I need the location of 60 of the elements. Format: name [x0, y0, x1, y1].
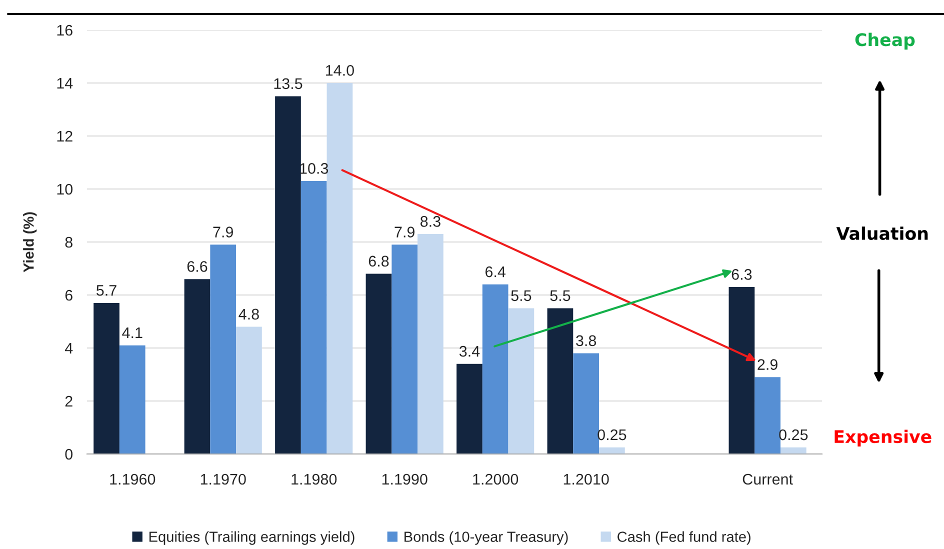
data-label: 13.5: [274, 78, 302, 90]
x-tick-label: 1.1960: [110, 474, 156, 485]
data-label: 5.7: [96, 285, 116, 296]
y-tick-label: 6: [65, 290, 72, 301]
text: Expensive: [834, 430, 932, 447]
x-tick-label: 1.2000: [473, 474, 518, 485]
legend-label: Bonds (10-year Treasury): [404, 531, 568, 545]
text: Cheap: [855, 32, 915, 50]
data-label: 5.5: [511, 290, 532, 302]
x-tick-label: 1.1980: [292, 474, 337, 485]
bar: [728, 287, 755, 454]
data-label: 7.9: [394, 226, 414, 238]
bar: [300, 181, 327, 454]
data-label: 6.4: [485, 266, 506, 278]
x-tick-label: Current: [742, 474, 793, 485]
bar: [418, 234, 444, 454]
bar: [119, 345, 146, 454]
data-label: 8.3: [420, 216, 440, 227]
bar: [184, 279, 210, 454]
legend-label: Equities (Trailing earnings yield): [149, 531, 354, 545]
bar: [366, 274, 392, 454]
data-label: 4.8: [238, 308, 259, 320]
data-label: 7.9: [213, 226, 234, 238]
bar: [210, 244, 236, 454]
data-label: 3.8: [576, 335, 596, 346]
y-tick-label: 16: [57, 24, 72, 36]
bar: [573, 353, 600, 454]
y-tick-label: 10: [57, 184, 73, 195]
x-tick-label: 1.1970: [200, 474, 246, 485]
y-tick-label: 14: [57, 78, 73, 89]
data-label: 14.0: [326, 64, 354, 76]
y-tick-label: 4: [64, 343, 73, 354]
bar: [392, 244, 418, 454]
bar: [508, 308, 534, 454]
data-label: 6.6: [187, 261, 208, 272]
y-tick-label: 2: [65, 396, 72, 407]
bar: [482, 284, 508, 454]
bar: [456, 364, 482, 454]
bar: [94, 302, 120, 454]
x-tick-label: 1.2010: [564, 474, 609, 485]
y-tick-label: 0: [65, 448, 73, 460]
legend-label: Cash (Fed fund rate): [618, 531, 750, 545]
data-label: 3.4: [459, 346, 480, 357]
bar: [599, 447, 625, 454]
bar: [275, 96, 301, 454]
bar: [236, 326, 262, 454]
y-tick-label: 12: [57, 130, 72, 142]
x-tick-label: 1.1990: [382, 474, 428, 485]
data-label: 5.5: [550, 290, 570, 302]
y-tick-label: 8: [65, 236, 72, 248]
text: Valuation: [836, 226, 928, 240]
bar: [780, 447, 806, 454]
data-label: 4.1: [122, 328, 142, 338]
data-label: 6.3: [732, 269, 752, 280]
bar: [754, 377, 780, 454]
bar: [326, 83, 353, 454]
bar: [547, 308, 574, 454]
data-label: 6.8: [368, 256, 389, 267]
y-axis-title: Yield (%): [23, 212, 37, 272]
data-label: 2.9: [758, 359, 778, 370]
